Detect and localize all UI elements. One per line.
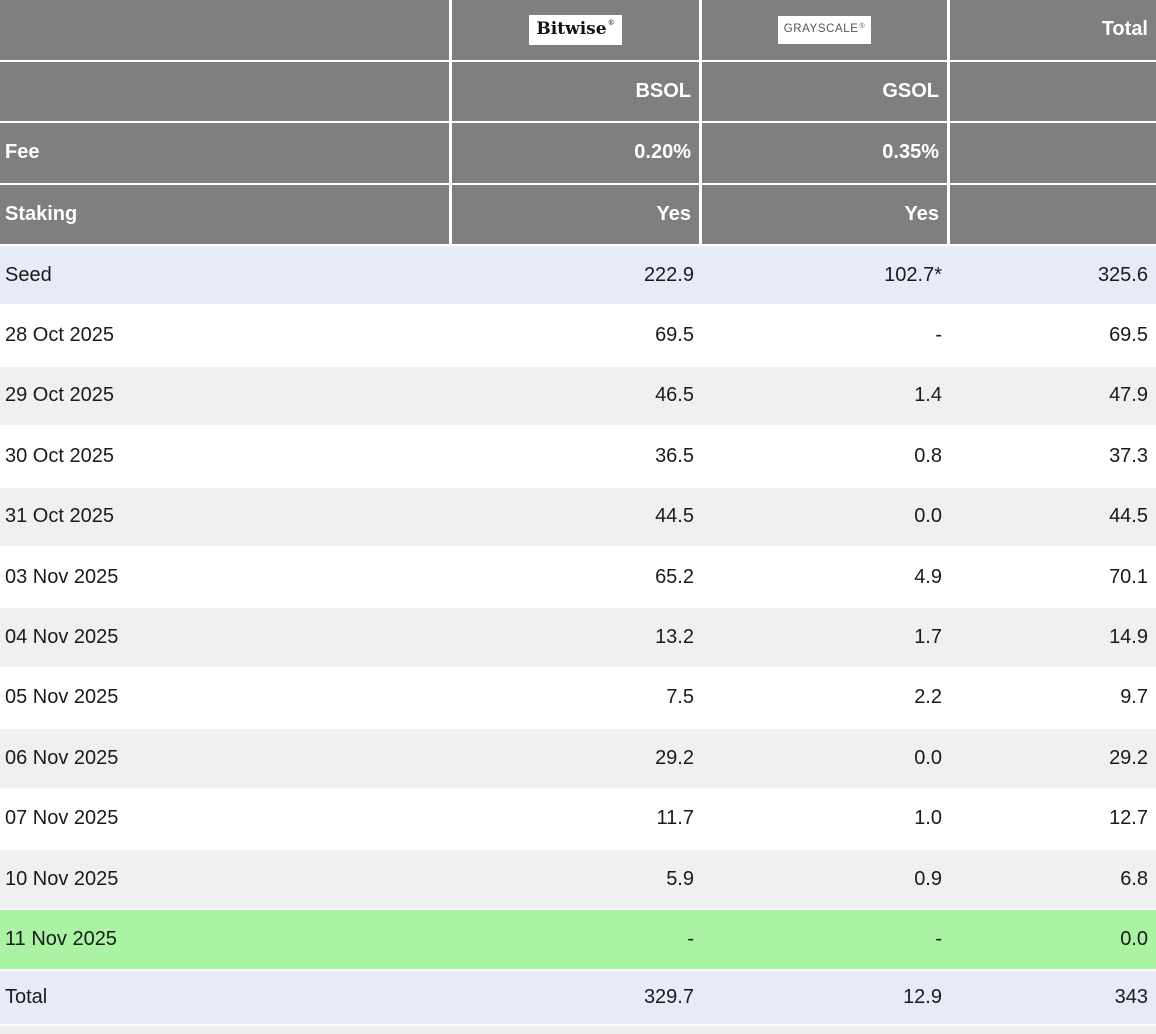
total-value: 70.1 bbox=[1109, 565, 1148, 588]
row-label: 11 Nov 2025 bbox=[5, 927, 117, 950]
gsol-value: 102.7* bbox=[884, 263, 942, 286]
bsol-fee: 0.20% bbox=[452, 123, 702, 183]
header-row-fee: Fee 0.20% 0.35% bbox=[0, 123, 1156, 185]
table-row: 29 Oct 2025 46.5 1.4 47.9 bbox=[0, 366, 1156, 428]
table-row: 31 Oct 2025 44.5 0.0 44.5 bbox=[0, 487, 1156, 548]
table-row: Total 329.7 12.9 343 bbox=[0, 970, 1156, 1026]
row-label: 28 Oct 2025 bbox=[5, 324, 114, 347]
total-column-header: Total bbox=[1101, 18, 1148, 41]
total-value: 44.5 bbox=[1109, 505, 1148, 528]
row-label: 04 Nov 2025 bbox=[5, 626, 119, 649]
row-label: 06 Nov 2025 bbox=[5, 746, 119, 769]
row-label: Total bbox=[5, 985, 48, 1008]
table-row: 05 Nov 2025 7.5 2.2 9.7 bbox=[0, 668, 1156, 730]
partial-next-row bbox=[0, 1025, 1156, 1034]
bsol-value: 13.2 bbox=[655, 626, 694, 649]
grayscale-logo: GRAYSCALE ® bbox=[777, 16, 872, 44]
bsol-value: - bbox=[687, 927, 694, 950]
total-value: 12.7 bbox=[1109, 807, 1148, 830]
gsol-value: 2.2 bbox=[914, 686, 942, 709]
gsol-ticker: GSOL bbox=[702, 61, 950, 121]
bsol-value: 7.5 bbox=[666, 686, 694, 709]
bitwise-logo-cell: Bitwise ® bbox=[452, 0, 702, 60]
header-row-logos: Bitwise ® GRAYSCALE ® Total bbox=[0, 0, 1156, 62]
bitwise-logo: Bitwise ® bbox=[529, 14, 622, 45]
bitwise-logo-text: Bitwise bbox=[536, 18, 607, 39]
gsol-value: 1.7 bbox=[914, 626, 942, 649]
gsol-value: 0.0 bbox=[914, 505, 942, 528]
bsol-value: 11.7 bbox=[656, 807, 694, 830]
header-empty-cell bbox=[950, 62, 1156, 122]
table-body: Seed 222.9 102.7* 325.6 28 Oct 2025 69.5… bbox=[0, 246, 1156, 1026]
header-empty-cell bbox=[950, 185, 1156, 245]
header-empty-cell bbox=[950, 123, 1156, 183]
bsol-value: 44.5 bbox=[655, 505, 694, 528]
header-row-tickers: BSOL GSOL bbox=[0, 61, 1156, 123]
gsol-value: 1.4 bbox=[914, 384, 942, 407]
row-label: 31 Oct 2025 bbox=[5, 505, 114, 528]
gsol-value: 0.0 bbox=[914, 746, 942, 769]
total-value: 37.3 bbox=[1109, 444, 1148, 467]
gsol-value: 1.0 bbox=[914, 807, 942, 830]
gsol-value: - bbox=[935, 324, 942, 347]
total-value: 29.2 bbox=[1109, 746, 1148, 769]
gsol-value: 0.9 bbox=[914, 867, 942, 890]
bsol-staking: Yes bbox=[452, 184, 702, 244]
gsol-fee: 0.35% bbox=[702, 123, 950, 183]
gsol-value: - bbox=[935, 927, 942, 950]
bsol-value: 69.5 bbox=[655, 324, 694, 347]
gsol-staking: Yes bbox=[702, 184, 950, 244]
grayscale-logo-text: GRAYSCALE bbox=[783, 23, 859, 35]
header-empty-cell bbox=[0, 61, 452, 121]
table-row: 11 Nov 2025 - - 0.0 bbox=[0, 910, 1156, 971]
total-value: 69.5 bbox=[1109, 324, 1148, 347]
table-row: 03 Nov 2025 65.2 4.9 70.1 bbox=[0, 547, 1156, 609]
row-label: 07 Nov 2025 bbox=[5, 807, 119, 830]
gsol-value: 4.9 bbox=[914, 565, 942, 588]
header-empty-cell bbox=[0, 0, 452, 60]
bsol-value: 222.9 bbox=[643, 263, 694, 286]
table-row: 07 Nov 2025 11.7 1.0 12.7 bbox=[0, 789, 1156, 850]
bsol-value: 46.5 bbox=[655, 384, 694, 407]
table-row: 04 Nov 2025 13.2 1.7 14.9 bbox=[0, 608, 1156, 669]
fee-label: Fee bbox=[0, 123, 452, 183]
row-label: 03 Nov 2025 bbox=[5, 565, 119, 588]
table-row: 28 Oct 2025 69.5 - 69.5 bbox=[0, 306, 1156, 367]
row-label: 05 Nov 2025 bbox=[5, 686, 119, 709]
table-row: 10 Nov 2025 5.9 0.9 6.8 bbox=[0, 849, 1156, 911]
gsol-value: 0.8 bbox=[914, 444, 942, 467]
staking-label: Staking bbox=[0, 184, 452, 244]
header-row-staking: Staking Yes Yes bbox=[0, 184, 1156, 246]
total-value: 6.8 bbox=[1120, 867, 1148, 890]
registered-mark-icon: ® bbox=[859, 23, 866, 30]
bsol-value: 29.2 bbox=[655, 746, 694, 769]
table-row: 06 Nov 2025 29.2 0.0 29.2 bbox=[0, 729, 1156, 790]
bsol-value: 36.5 bbox=[655, 444, 694, 467]
row-label: 10 Nov 2025 bbox=[5, 867, 119, 890]
total-value: 325.6 bbox=[1097, 263, 1148, 286]
total-value: 47.9 bbox=[1109, 384, 1148, 407]
table-row: 30 Oct 2025 36.5 0.8 37.3 bbox=[0, 427, 1156, 488]
grayscale-logo-cell: GRAYSCALE ® bbox=[702, 0, 950, 60]
bsol-ticker: BSOL bbox=[452, 61, 702, 121]
row-label: 30 Oct 2025 bbox=[5, 444, 114, 467]
total-value: 343 bbox=[1114, 985, 1148, 1008]
table-row: Seed 222.9 102.7* 325.6 bbox=[0, 246, 1156, 307]
registered-mark-icon: ® bbox=[607, 18, 615, 27]
total-value: 9.7 bbox=[1120, 686, 1148, 709]
gsol-value: 12.9 bbox=[903, 985, 942, 1008]
bsol-value: 65.2 bbox=[655, 565, 694, 588]
bsol-value: 329.7 bbox=[643, 985, 694, 1008]
total-value: 0.0 bbox=[1120, 927, 1148, 950]
bsol-value: 5.9 bbox=[666, 867, 694, 890]
row-label: Seed bbox=[5, 263, 52, 286]
row-label: 29 Oct 2025 bbox=[5, 384, 114, 407]
total-value: 14.9 bbox=[1109, 626, 1148, 649]
